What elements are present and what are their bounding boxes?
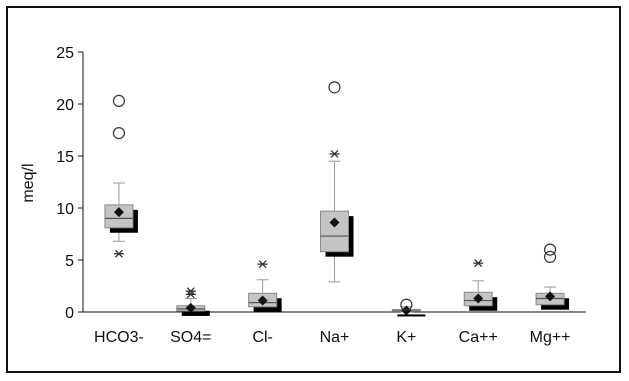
y-tick-label: 25 [56, 45, 74, 62]
box-shadow [181, 310, 210, 316]
x-tick-label: Na+ [320, 329, 350, 346]
y-tick-label: 10 [56, 201, 74, 218]
outlier-point [400, 298, 413, 311]
extreme-stroke [474, 259, 483, 268]
box-Ca++ [463, 259, 498, 311]
y-tick-label: 15 [56, 149, 74, 166]
x-tick-label: K+ [396, 329, 416, 346]
outlier-point [543, 250, 557, 263]
box-Na+ [320, 81, 354, 283]
extreme-marker [113, 249, 124, 258]
axes: 0 5 10 15 20 25 HCO3- SO4= Cl- Na+ K+ Ca++ Mg++ [56, 45, 586, 346]
extreme-stroke [186, 290, 195, 299]
extreme-marker [329, 149, 340, 158]
box-Cl- [248, 260, 282, 312]
mean-marker [257, 295, 268, 306]
mean-marker [473, 293, 484, 304]
box-Mg++ [535, 243, 570, 310]
box-series [104, 81, 570, 317]
mean-marker [545, 291, 556, 302]
box-K+ [391, 298, 426, 317]
y-tick-label: 5 [65, 253, 74, 270]
outlier-point [112, 127, 126, 140]
extreme-marker [257, 260, 268, 269]
outlier-point [328, 81, 341, 94]
box-body [320, 210, 349, 253]
mean-marker [329, 217, 340, 228]
y-tick-label: 0 [65, 305, 74, 322]
outlier-point [112, 94, 126, 107]
x-tick-label: Mg++ [530, 329, 571, 346]
extreme-stroke [186, 287, 195, 296]
y-axis-label: meq/l [20, 163, 37, 202]
x-tick-label: SO4= [170, 329, 211, 346]
box-HCO3- [104, 94, 138, 258]
extreme-stroke [258, 260, 267, 269]
mean-marker [185, 302, 196, 313]
extreme-marker [185, 287, 196, 296]
box-shadow [397, 314, 426, 317]
x-tick-label: HCO3- [94, 329, 144, 346]
outlier-point [543, 243, 557, 256]
y-tick-label: 20 [56, 97, 74, 114]
extreme-marker [473, 259, 484, 268]
extreme-stroke [114, 249, 123, 258]
box-SO4= [176, 287, 210, 316]
mean-marker [113, 207, 124, 218]
x-tick-label: Ca++ [459, 329, 498, 346]
x-tick-label: Cl- [252, 329, 272, 346]
extreme-stroke [330, 149, 339, 158]
